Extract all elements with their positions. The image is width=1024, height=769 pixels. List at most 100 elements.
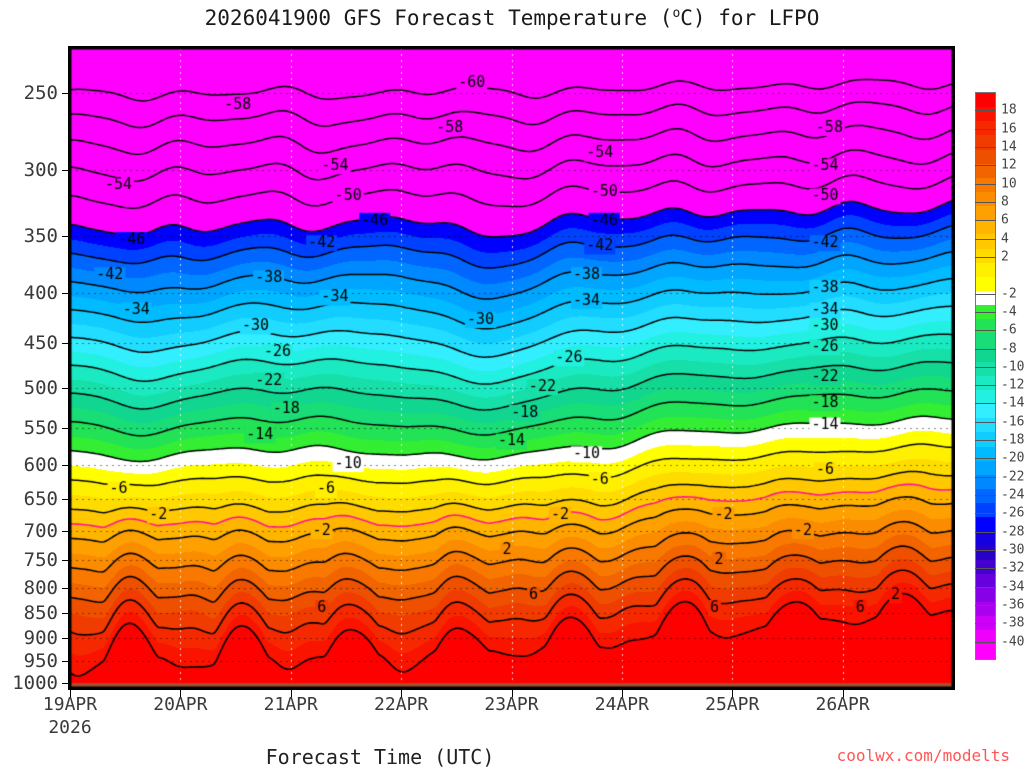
x-axis-tick xyxy=(621,690,623,697)
colorbar-ticks: 18 16 14 12 10 8 6 4 2 -2 -4 -6 -8 -10 -12 -14 -16 -18 -20… xyxy=(975,92,1024,662)
colorbar-tick xyxy=(975,568,996,570)
colorbar-segment xyxy=(976,446,995,461)
colorbar-tick xyxy=(975,586,996,588)
x-axis-title: Forecast Time (UTC) xyxy=(265,745,495,769)
colorbar-tick-label: 12 xyxy=(1001,157,1017,173)
colorbar-tick xyxy=(975,385,996,387)
y-axis-label: 900 xyxy=(23,626,58,649)
colorbar-tick-label: 8 xyxy=(1001,194,1009,210)
colorbar-tick xyxy=(975,440,996,442)
colorbar-tick-label: -6 xyxy=(1001,322,1017,338)
colorbar-segment xyxy=(976,559,995,574)
colorbar-tick-label: -30 xyxy=(1001,542,1024,558)
colorbar-tick xyxy=(975,550,996,552)
colorbar-tick xyxy=(975,238,996,240)
y-axis-label: 950 xyxy=(23,649,58,672)
x-axis-tick xyxy=(842,690,844,697)
y-axis-label: 400 xyxy=(23,281,58,304)
colorbar-tick xyxy=(975,311,996,313)
x-axis-tick xyxy=(290,690,292,697)
y-axis-label: 750 xyxy=(23,549,58,572)
colorbar-tick-label: -20 xyxy=(1001,450,1024,466)
title-text-part2: C) for LFPO xyxy=(680,6,820,30)
colorbar-tick xyxy=(975,201,996,203)
colorbar-segment xyxy=(976,474,995,489)
colorbar-tick xyxy=(975,476,996,478)
colorbar-tick-label: 10 xyxy=(1001,176,1017,192)
colorbar-tick-label: -10 xyxy=(1001,359,1024,375)
colorbar-tick-label: 4 xyxy=(1001,231,1009,247)
colorbar-segment xyxy=(976,121,995,136)
title-text-part1: 2026041900 GFS Forecast Temperature ( xyxy=(204,6,673,30)
colorbar-segment xyxy=(976,389,995,405)
y-axis-label: 550 xyxy=(23,417,58,440)
colorbar-segment xyxy=(976,93,995,108)
colorbar-segment xyxy=(976,460,995,475)
y-axis-label: 850 xyxy=(23,602,58,625)
colorbar-tick-label: -2 xyxy=(1001,286,1017,302)
colorbar-tick xyxy=(975,348,996,350)
colorbar-tick xyxy=(975,146,996,148)
colorbar-tick xyxy=(975,495,996,497)
colorbar-segment xyxy=(976,616,995,631)
x-axis-label: 26APR xyxy=(815,694,870,715)
colorbar-tick-label: -22 xyxy=(1001,469,1024,485)
y-axis-label: 650 xyxy=(23,488,58,511)
contour-plot-area[interactable] xyxy=(68,46,955,690)
colorbar-segment xyxy=(976,517,995,532)
colorbar-tick xyxy=(975,330,996,332)
colorbar-tick-label: -8 xyxy=(1001,341,1017,357)
y-axis-label: 700 xyxy=(23,519,58,542)
colorbar-tick-label: -36 xyxy=(1001,597,1024,613)
colorbar-segment xyxy=(976,163,995,178)
colorbar-tick xyxy=(975,641,996,643)
y-axis-label: 250 xyxy=(23,81,58,104)
colorbar-segment xyxy=(976,177,995,192)
colorbar-tick xyxy=(975,605,996,607)
colorbar-segment xyxy=(976,333,995,348)
colorbar-segment xyxy=(976,361,995,376)
colorbar-tick-label: 2 xyxy=(1001,249,1009,265)
y-axis-label: 450 xyxy=(23,331,58,354)
y-axis-label: 600 xyxy=(23,454,58,477)
colorbar-segment xyxy=(976,644,995,659)
colorbar-segment xyxy=(976,531,995,546)
x-axis-tick xyxy=(511,690,513,697)
colorbar-tick-label: -14 xyxy=(1001,395,1024,411)
y-axis-label: 300 xyxy=(23,159,58,182)
colorbar-tick-label: -16 xyxy=(1001,414,1024,430)
colorbar-segment xyxy=(976,587,995,603)
colorbar-tick-label: 16 xyxy=(1001,121,1017,137)
colorbar[interactable] xyxy=(975,92,996,660)
x-axis-label: 20APR xyxy=(153,694,208,715)
colorbar-segment xyxy=(976,262,995,277)
colorbar-segment xyxy=(976,248,995,263)
y-axis-label: 500 xyxy=(23,376,58,399)
degree-superscript: o xyxy=(672,6,681,21)
colorbar-tick xyxy=(975,110,996,112)
colorbar-tick xyxy=(975,128,996,130)
x-axis-label: 25APR xyxy=(705,694,760,715)
colorbar-tick xyxy=(975,256,996,258)
colorbar-segment xyxy=(976,573,995,588)
colorbar-tick xyxy=(975,366,996,368)
x-axis-label: 24APR xyxy=(594,694,649,715)
colorbar-tick-label: -34 xyxy=(1001,579,1024,595)
contour-canvas-wrapper xyxy=(70,48,953,688)
colorbar-segment xyxy=(976,545,995,560)
colorbar-tick xyxy=(975,183,996,185)
colorbar-tick-label: -4 xyxy=(1001,304,1017,320)
colorbar-tick-label: 18 xyxy=(1001,102,1017,118)
colorbar-tick-label: 6 xyxy=(1001,212,1009,228)
colorbar-tick xyxy=(975,421,996,423)
colorbar-tick-label: -40 xyxy=(1001,634,1024,650)
credit-watermark: coolwx.com/modelts xyxy=(836,746,1010,765)
colorbar-tick-label: -28 xyxy=(1001,524,1024,540)
colorbar-segment xyxy=(976,206,995,221)
y-axis-label: 1000 xyxy=(12,671,58,694)
colorbar-tick xyxy=(975,623,996,625)
colorbar-tick-label: -38 xyxy=(1001,615,1024,631)
colorbar-segment xyxy=(976,432,995,447)
colorbar-tick xyxy=(975,531,996,533)
